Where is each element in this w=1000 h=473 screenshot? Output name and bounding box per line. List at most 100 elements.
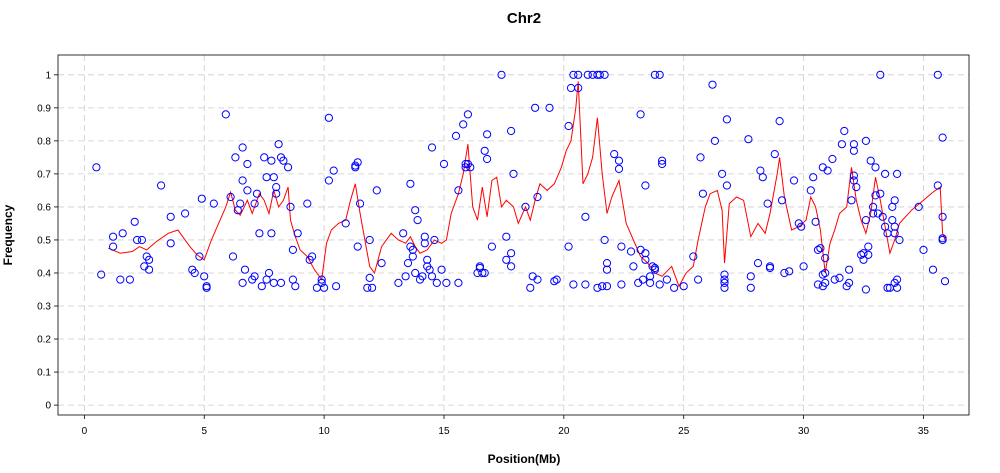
data-point xyxy=(480,268,489,278)
data-point xyxy=(243,159,252,169)
data-point xyxy=(598,282,607,291)
data-point xyxy=(938,133,947,142)
data-point xyxy=(92,163,101,172)
data-point xyxy=(890,222,899,231)
data-point xyxy=(181,209,190,218)
data-point xyxy=(638,275,648,284)
data-point xyxy=(332,282,341,291)
data-point xyxy=(893,169,902,178)
data-point xyxy=(698,189,708,198)
data-point xyxy=(845,265,854,274)
data-point xyxy=(859,255,868,264)
data-point xyxy=(545,103,554,112)
x-tick-label: 30 xyxy=(798,426,810,437)
data-point xyxy=(629,262,638,271)
x-tick-label: 10 xyxy=(319,426,331,437)
data-point xyxy=(720,270,729,279)
data-point xyxy=(243,186,252,195)
data-point xyxy=(145,255,154,264)
data-point xyxy=(720,283,729,292)
data-point xyxy=(636,110,645,119)
data-point xyxy=(442,278,451,287)
data-point xyxy=(708,80,717,89)
data-point xyxy=(274,140,283,149)
data-point xyxy=(200,272,209,281)
data-point xyxy=(765,262,775,271)
data-point xyxy=(257,282,266,291)
data-point xyxy=(353,242,362,251)
data-point xyxy=(363,283,372,292)
data-point xyxy=(408,245,417,254)
data-point xyxy=(552,275,561,284)
data-point xyxy=(840,126,849,136)
data-point xyxy=(564,242,573,251)
data-point xyxy=(600,235,609,245)
data-point xyxy=(650,263,660,273)
data-point xyxy=(250,272,259,281)
data-point xyxy=(324,176,333,185)
data-point xyxy=(284,163,293,172)
data-point xyxy=(746,283,755,292)
data-point xyxy=(871,191,880,200)
data-point xyxy=(509,169,518,178)
data-point xyxy=(291,282,300,291)
data-point xyxy=(377,259,386,268)
data-point xyxy=(226,192,235,202)
data-point xyxy=(130,217,139,226)
data-point xyxy=(775,117,784,126)
data-point xyxy=(190,268,199,278)
data-point xyxy=(411,206,420,215)
y-tick-label: 0 xyxy=(45,401,51,412)
data-point xyxy=(420,232,429,241)
data-point xyxy=(250,199,259,208)
data-point xyxy=(864,250,873,259)
data-point xyxy=(593,283,602,292)
data-point xyxy=(279,156,288,165)
data-point xyxy=(720,278,729,287)
data-point xyxy=(293,229,302,238)
data-point xyxy=(696,153,705,162)
data-point xyxy=(835,273,844,282)
chart-title: Chr2 xyxy=(507,10,541,27)
data-point xyxy=(209,199,218,208)
data-point xyxy=(610,150,619,159)
data-point xyxy=(574,70,583,79)
data-point xyxy=(197,194,206,203)
data-point xyxy=(109,232,118,241)
data-point xyxy=(411,268,420,278)
data-point xyxy=(329,166,338,175)
data-point xyxy=(933,70,942,79)
data-point xyxy=(849,146,859,155)
data-point xyxy=(780,268,789,278)
data-point xyxy=(195,252,204,261)
data-point xyxy=(641,249,650,258)
x-tick-label: 0 xyxy=(82,426,88,437)
data-point xyxy=(109,242,118,251)
data-point xyxy=(646,272,655,281)
data-point xyxy=(765,263,775,273)
data-point xyxy=(454,186,463,195)
data-point xyxy=(533,275,542,284)
data-point xyxy=(483,130,492,139)
data-point xyxy=(602,265,612,274)
data-point xyxy=(595,70,604,79)
series-line xyxy=(108,81,946,288)
data-point xyxy=(823,166,832,175)
data-point xyxy=(849,140,859,149)
data-point xyxy=(423,255,432,264)
data-point xyxy=(626,247,636,256)
data-point xyxy=(399,229,408,238)
data-point xyxy=(286,202,295,211)
data-point xyxy=(809,173,818,182)
data-point xyxy=(521,202,530,211)
data-point xyxy=(883,283,892,292)
data-point xyxy=(365,273,374,282)
data-point xyxy=(125,275,134,284)
data-point xyxy=(869,209,878,218)
x-axis-label: Position(Mb) xyxy=(488,452,561,466)
data-point xyxy=(938,234,947,243)
y-tick-label: 0.8 xyxy=(37,136,51,147)
data-point xyxy=(876,70,885,79)
data-point xyxy=(308,252,317,261)
data-point xyxy=(821,268,830,278)
